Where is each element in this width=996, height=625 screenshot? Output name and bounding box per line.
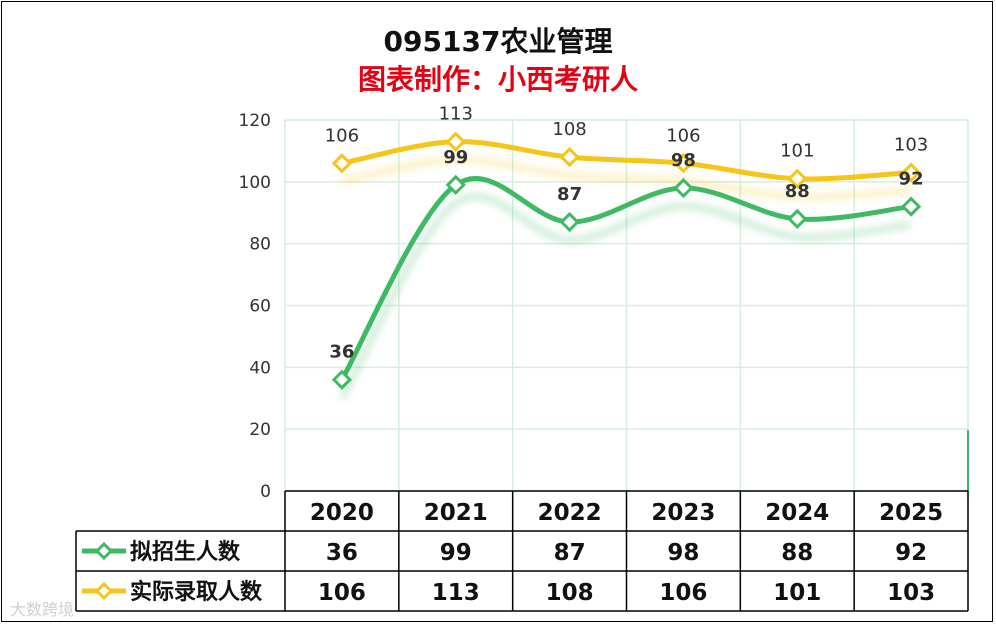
x-tick-label: 2025 (879, 500, 943, 526)
data-label: 113 (439, 104, 473, 125)
data-label: 88 (785, 181, 810, 202)
table-cell: 113 (432, 580, 480, 606)
legend-marker (94, 541, 114, 561)
table-cell: 98 (667, 540, 699, 566)
data-point-marker (559, 211, 580, 233)
data-point-marker (331, 369, 353, 390)
table-cell: 99 (440, 540, 472, 566)
data-point-marker (673, 177, 694, 199)
data-point-marker (445, 174, 466, 196)
y-tick-label: 20 (249, 420, 271, 440)
series-line (339, 139, 914, 182)
data-label: 106 (666, 125, 700, 146)
data-label: 36 (329, 342, 354, 363)
y-tick-label: 80 (249, 235, 271, 255)
x-tick-label: 2021 (424, 500, 488, 526)
data-point-marker (787, 168, 808, 189)
table-cell: 106 (318, 580, 366, 606)
x-tick-label: 2022 (538, 500, 602, 526)
table-cell: 92 (895, 540, 927, 566)
data-point-marker (900, 162, 922, 183)
data-point-marker (787, 208, 808, 230)
legend-marker (94, 581, 114, 601)
data-point-marker (331, 153, 353, 174)
data-label: 103 (894, 135, 928, 156)
data-label: 87 (557, 184, 582, 205)
table-cell: 87 (554, 540, 586, 566)
y-tick-label: 100 (239, 173, 271, 193)
data-label: 101 (780, 141, 814, 162)
data-point-marker (673, 153, 694, 174)
data-point-marker (559, 146, 580, 168)
data-point-marker (900, 196, 922, 217)
watermark: 大数跨境 (10, 600, 75, 619)
x-tick-label: 2020 (310, 500, 374, 526)
chart-subtitle: 图表制作：小西考研人 (357, 63, 638, 96)
table-cell: 36 (326, 540, 358, 566)
x-tick-label: 2024 (765, 500, 829, 526)
data-label: 99 (443, 147, 468, 168)
data-label: 98 (671, 150, 696, 171)
series-shadow (339, 193, 912, 400)
data-point-marker (445, 131, 466, 152)
x-tick-label: 2023 (651, 500, 715, 526)
legend-label: 拟招生人数 (130, 539, 241, 565)
table-cell: 103 (887, 580, 935, 606)
table-cell: 106 (659, 580, 707, 606)
table-cell: 108 (546, 580, 594, 606)
y-tick-label: 120 (239, 111, 271, 131)
y-tick-label: 40 (249, 358, 271, 378)
data-label: 92 (899, 169, 924, 190)
table-cell: 101 (773, 580, 821, 606)
y-tick-label: 0 (260, 482, 271, 502)
y-tick-label: 60 (249, 297, 271, 317)
data-label: 106 (325, 125, 359, 146)
legend-label: 实际录取人数 (130, 579, 263, 605)
table-cell: 88 (781, 540, 813, 566)
chart-title: 095137农业管理 (383, 25, 613, 58)
series-shadow (341, 156, 912, 200)
data-label: 108 (552, 119, 586, 140)
